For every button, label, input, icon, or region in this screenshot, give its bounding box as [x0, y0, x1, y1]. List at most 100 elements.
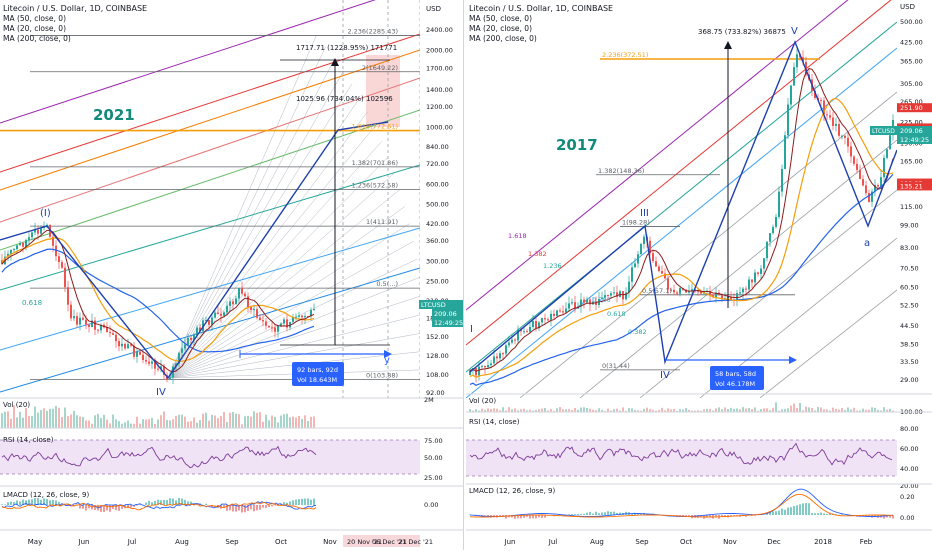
price-tick: 1400.00: [426, 86, 453, 94]
volume-bar: [220, 416, 222, 428]
volume-bar: [136, 417, 138, 428]
volume-bar: [241, 424, 243, 428]
macd-bar: [1, 504, 3, 505]
candle-body: [256, 309, 258, 317]
volume-bar: [169, 420, 171, 428]
left-wave-label-bottom: IV: [156, 387, 166, 398]
left-wave-label-top: (I): [40, 208, 51, 219]
right-vol-title: Vol (20): [469, 397, 496, 405]
candle-body: [94, 321, 96, 330]
month-label: Oct: [275, 538, 287, 546]
macd-bar: [205, 504, 207, 505]
volume-bar: [295, 418, 297, 428]
price-tick: 300.00: [426, 257, 449, 265]
candle-body: [298, 316, 300, 317]
candle-body: [679, 288, 681, 294]
volume-bar: [7, 411, 9, 428]
macd-bar: [4, 504, 6, 505]
price-tag-value: 251.90: [900, 104, 923, 112]
candle-body: [181, 348, 183, 352]
candle-body: [853, 157, 855, 164]
candle-body: [496, 356, 498, 358]
volume-bar: [145, 420, 147, 428]
candle-body: [37, 230, 39, 234]
candle-body: [82, 318, 84, 320]
volume-bar: [832, 408, 834, 412]
macd-bar: [301, 499, 303, 505]
fib-label: 1.382(148.36): [598, 167, 644, 175]
price-tick: 365.00: [900, 58, 923, 66]
price-tick: 720.00: [426, 160, 449, 168]
volume-bar: [256, 413, 258, 428]
left-macd-title: LMACD (12, 26, close, 9): [3, 491, 89, 499]
volume-bar: [175, 416, 177, 428]
month-label: Oct: [680, 538, 692, 546]
volume-bar: [631, 408, 633, 412]
left-bars-box-line1: 92 bars, 92d: [297, 366, 338, 374]
volume-bar: [40, 410, 42, 428]
macd-bar: [793, 506, 795, 515]
volume-bar: [190, 421, 192, 428]
volume-bar: [280, 416, 282, 428]
volume-bar: [67, 416, 69, 428]
candle-body: [121, 344, 123, 346]
candle-body: [859, 170, 861, 179]
left-rsi-tick: 25.00: [424, 474, 443, 482]
macd-bar: [106, 505, 108, 510]
volume-bar: [121, 424, 123, 428]
month-label: Sep: [635, 538, 649, 546]
macd-bar: [808, 503, 810, 515]
candle-body: [613, 292, 615, 293]
candle-body: [67, 287, 69, 304]
volume-bar: [262, 422, 264, 428]
volume-bar: [277, 422, 279, 428]
volume-bar: [622, 407, 624, 412]
candle-body: [64, 268, 66, 287]
candle-body: [889, 135, 891, 149]
candle-body: [790, 86, 792, 105]
macd-bar: [781, 509, 783, 515]
left-chart-title: Litecoin / U.S. Dollar, 1D, COINBASE: [3, 4, 147, 13]
macd-bar: [46, 499, 48, 505]
candle-body: [760, 269, 762, 274]
candle-body: [697, 291, 699, 292]
macd-bar: [10, 502, 12, 505]
left-year-label: 2021: [93, 106, 135, 124]
volume-bar: [34, 407, 36, 428]
volume-bar: [142, 419, 144, 428]
volume-bar: [544, 408, 546, 412]
candle-body: [55, 246, 57, 256]
candle-body: [796, 54, 798, 67]
candle-body: [856, 164, 858, 170]
right-usd-label: USD: [900, 3, 915, 11]
volume-bar: [736, 408, 738, 412]
volume-bar: [22, 418, 24, 428]
volume-bar: [238, 414, 240, 428]
macd-bar: [283, 502, 285, 505]
volume-bar: [187, 422, 189, 428]
macd-bar: [49, 500, 51, 505]
macd-bar: [607, 511, 609, 515]
candle-body: [40, 228, 42, 234]
left-rsi-tick: 75.00: [424, 437, 443, 445]
volume-bar: [211, 415, 213, 428]
volume-bar: [583, 407, 585, 412]
price-tick: 38.50: [900, 340, 919, 348]
macd-bar: [589, 512, 591, 515]
price-tick: 840.00: [426, 143, 449, 151]
macd-bar: [295, 500, 297, 505]
left-ma-legend: MA (20, close, 0): [3, 24, 66, 33]
macd-bar: [292, 500, 294, 505]
volume-bar: [100, 418, 102, 428]
macd-bar: [169, 498, 171, 505]
candle-body: [217, 313, 219, 314]
candle-body: [313, 309, 315, 310]
volume-bar: [871, 407, 873, 412]
candle-body: [238, 288, 240, 298]
price-tick: 2000.00: [426, 46, 453, 54]
volume-bar: [124, 422, 126, 428]
candle-body: [877, 185, 879, 187]
candle-body: [76, 316, 78, 324]
